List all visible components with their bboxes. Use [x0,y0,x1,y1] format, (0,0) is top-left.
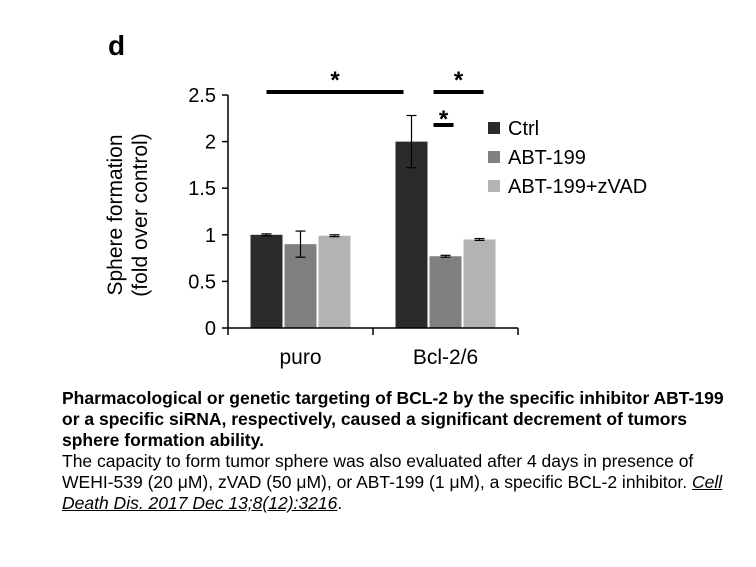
x-axis: puro Bcl-2/6 [227,327,519,369]
x-tick-label: puro [279,346,321,369]
legend-label: Ctrl [508,118,539,140]
y-tick-label: 1 [205,225,216,247]
bar [463,239,496,328]
significance-star: * [454,67,464,94]
legend-swatch [488,180,500,192]
bar-chart: 00.511.522.5 puro Bcl-2/6 * ** CtrlABT-199… [104,67,647,369]
legend-label: ABT-199 [508,147,586,169]
caption-end: . [337,493,343,513]
y-axis: 0 0.5 1 1.5 2 2.5 [188,85,229,340]
figure-caption: Pharmacological or genetic targeting of … [62,388,742,514]
y-tick-label: 2.5 [188,85,216,107]
y-tick-label: 0 [205,318,216,340]
panel-label: d [108,30,126,61]
caption-body: The capacity to form tumor sphere was al… [62,451,694,492]
legend: Ctrl ABT-199 ABT-199+zVAD [488,118,647,198]
bar [250,234,283,328]
y-axis-label-line2: (fold over control) [129,133,152,296]
legend-swatch [488,151,500,163]
caption-title: Pharmacological or genetic targeting of … [62,388,724,450]
y-tick-label: 2 [205,132,216,154]
bar [429,256,462,328]
y-tick-label: 1.5 [188,178,216,200]
y-axis-label-line1: Sphere formation [104,134,127,295]
y-tick-label: 0.5 [188,271,216,293]
citation-link[interactable]: Cell Death Dis. 2017 Dec 13;8(12):3216 [62,472,723,513]
legend-label: ABT-199+zVAD [508,176,647,198]
bars [250,114,496,328]
bar [284,244,317,328]
significance-star: * [330,67,340,94]
significance-star: * [439,106,449,133]
bar [395,141,428,328]
bar [318,235,351,328]
legend-swatch [488,122,500,134]
x-tick-label: Bcl-2/6 [413,346,478,369]
significance-annotations: * ** [266,67,484,133]
